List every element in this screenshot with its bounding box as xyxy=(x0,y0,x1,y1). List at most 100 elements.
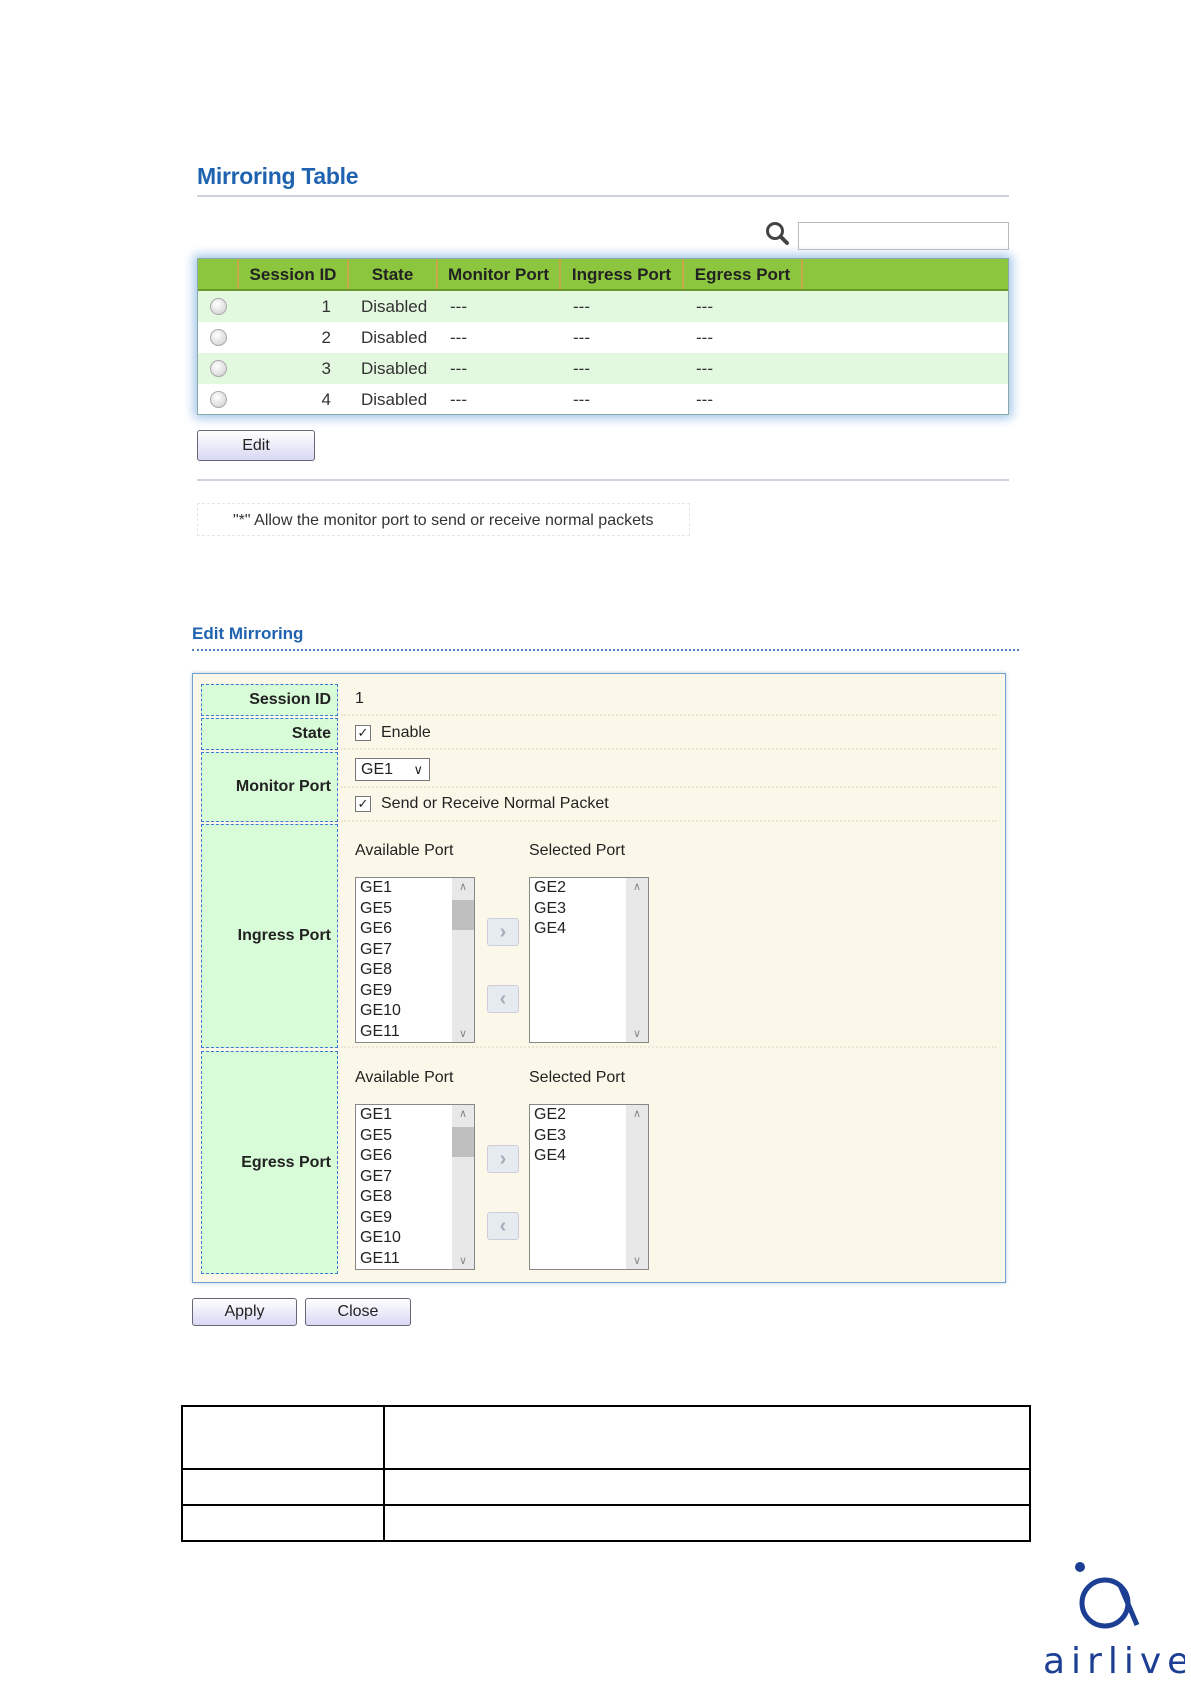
egress-port-label: Egress Port xyxy=(201,1051,338,1274)
table-rule xyxy=(183,1468,1029,1470)
state-enable-label: Enable xyxy=(381,724,431,741)
port-option[interactable]: GE3 xyxy=(534,899,567,917)
ingress-port-cell: --- xyxy=(573,328,590,347)
table-header: Session ID State Monitor Port Ingress Po… xyxy=(198,259,1008,291)
edit-button[interactable]: Edit xyxy=(197,430,315,461)
table-row[interactable]: 4 Disabled --- --- --- xyxy=(198,384,1008,415)
port-option[interactable]: GE2 xyxy=(534,879,567,896)
scrollbar[interactable]: ∧ ∨ xyxy=(626,1105,648,1269)
search-icon[interactable] xyxy=(764,220,790,246)
port-option[interactable]: GE8 xyxy=(360,1188,393,1205)
egress-available-list[interactable]: GE1 GE5 GE6 GE7 GE8 GE9 GE10 GE11 ∧ ∨ xyxy=(355,1104,475,1270)
table-row[interactable]: 3 Disabled --- --- --- xyxy=(198,353,1008,384)
scrollbar-thumb[interactable] xyxy=(452,900,474,930)
scroll-down-icon[interactable]: ∨ xyxy=(632,1255,642,1267)
port-option[interactable]: GE9 xyxy=(360,981,393,999)
divider xyxy=(197,479,1009,481)
port-option[interactable]: GE10 xyxy=(360,1229,401,1246)
scroll-down-icon[interactable]: ∨ xyxy=(458,1028,468,1040)
monitor-port-label: Monitor Port xyxy=(201,752,338,822)
state-cell: Disabled xyxy=(361,297,428,316)
col-monitor-port[interactable]: Monitor Port xyxy=(438,259,561,289)
egress-add-button[interactable]: › xyxy=(487,1145,519,1173)
port-option[interactable]: GE11 xyxy=(360,1022,400,1040)
monitor-port-cell: --- xyxy=(450,297,467,316)
session-id-cell: 1 xyxy=(321,297,331,316)
scrollbar[interactable]: ∧ ∨ xyxy=(626,878,648,1042)
port-option[interactable]: GE8 xyxy=(360,961,393,978)
monitor-port-cell: --- xyxy=(450,328,467,347)
normal-packet-label: Send or Receive Normal Packet xyxy=(381,795,609,812)
state-field: ✓ Enable xyxy=(341,718,997,750)
egress-port-cell: --- xyxy=(696,359,713,378)
port-option[interactable]: GE4 xyxy=(534,920,567,937)
col-egress-port[interactable]: Egress Port xyxy=(684,259,803,289)
egress-port-cell: --- xyxy=(696,328,713,347)
port-option[interactable]: GE1 xyxy=(360,1106,393,1123)
state-cell: Disabled xyxy=(361,359,428,378)
table-rule xyxy=(383,1407,385,1540)
scroll-down-icon[interactable]: ∨ xyxy=(632,1028,642,1040)
port-option[interactable]: GE9 xyxy=(360,1208,393,1226)
state-label: State xyxy=(201,718,338,750)
ingress-add-button[interactable]: › xyxy=(487,918,519,946)
scrollbar-thumb[interactable] xyxy=(452,1127,474,1157)
normal-packet-checkbox[interactable]: ✓ xyxy=(355,795,371,812)
row-radio[interactable] xyxy=(210,298,227,315)
state-enable-checkbox[interactable]: ✓ xyxy=(355,724,371,741)
mirroring-table-title: Mirroring Table xyxy=(197,163,359,189)
port-option[interactable]: GE3 xyxy=(534,1126,567,1144)
close-button[interactable]: Close xyxy=(305,1298,411,1326)
blank-table xyxy=(181,1405,1031,1542)
search-input[interactable] xyxy=(798,222,1009,250)
monitor-port-cell: --- xyxy=(450,390,467,409)
port-option[interactable]: GE5 xyxy=(360,1126,393,1144)
port-option[interactable]: GE7 xyxy=(360,1167,393,1185)
scroll-up-icon[interactable]: ∧ xyxy=(632,1108,642,1120)
col-ingress-port[interactable]: Ingress Port xyxy=(561,259,684,289)
ingress-port-field: Available Port Selected Port GE1 GE5 GE6 GE7… xyxy=(341,824,997,1048)
port-option[interactable]: GE4 xyxy=(534,1147,567,1164)
mirroring-table: Session ID State Monitor Port Ingress Po… xyxy=(197,258,1009,415)
egress-remove-button[interactable]: ‹ xyxy=(487,1212,519,1240)
port-option[interactable]: GE10 xyxy=(360,1002,401,1019)
port-option[interactable]: GE1 xyxy=(360,879,393,896)
ingress-available-list[interactable]: GE1 GE5 GE6 GE7 GE8 GE9 GE10 GE11 ∧ ∨ xyxy=(355,877,475,1043)
port-option[interactable]: GE5 xyxy=(360,899,393,917)
scrollbar[interactable]: ∧ ∨ xyxy=(452,1105,474,1269)
scroll-down-icon[interactable]: ∨ xyxy=(458,1255,468,1267)
divider xyxy=(192,649,1019,651)
egress-available-label: Available Port xyxy=(355,1069,454,1086)
col-state[interactable]: State xyxy=(349,259,438,289)
apply-button[interactable]: Apply xyxy=(192,1298,297,1326)
state-cell: Disabled xyxy=(361,328,428,347)
chevron-right-icon: › xyxy=(499,921,507,943)
row-radio[interactable] xyxy=(210,329,227,346)
scroll-up-icon[interactable]: ∧ xyxy=(458,881,468,893)
table-rule xyxy=(183,1504,1029,1506)
port-option[interactable]: GE6 xyxy=(360,1147,393,1164)
egress-selected-list[interactable]: GE2 GE3 GE4 ∧ ∨ xyxy=(529,1104,649,1270)
egress-selected-label: Selected Port xyxy=(529,1069,626,1086)
svg-text:airlive: airlive xyxy=(1043,1641,1185,1680)
edit-mirroring-title: Edit Mirroring xyxy=(192,624,304,643)
table-row[interactable]: 2 Disabled --- --- --- xyxy=(198,322,1008,353)
port-option[interactable]: GE11 xyxy=(360,1249,400,1267)
row-radio[interactable] xyxy=(210,360,227,377)
ingress-selected-list[interactable]: GE2 GE3 GE4 ∧ ∨ xyxy=(529,877,649,1043)
scrollbar[interactable]: ∧ ∨ xyxy=(452,878,474,1042)
col-session-id[interactable]: Session ID xyxy=(239,259,349,289)
divider xyxy=(197,195,1009,197)
egress-port-cell: --- xyxy=(696,390,713,409)
ingress-remove-button[interactable]: ‹ xyxy=(487,985,519,1013)
port-option[interactable]: GE2 xyxy=(534,1106,567,1123)
row-radio[interactable] xyxy=(210,391,227,408)
port-option[interactable]: GE6 xyxy=(360,920,393,937)
session-id-cell: 2 xyxy=(321,328,331,347)
scroll-up-icon[interactable]: ∧ xyxy=(458,1108,468,1120)
scroll-up-icon[interactable]: ∧ xyxy=(632,881,642,893)
monitor-port-select[interactable]: GE1 ∨ xyxy=(355,758,430,781)
port-option[interactable]: GE7 xyxy=(360,940,393,958)
monitor-port-cell: --- xyxy=(450,359,467,378)
table-row[interactable]: 1 Disabled --- --- --- xyxy=(198,291,1008,322)
